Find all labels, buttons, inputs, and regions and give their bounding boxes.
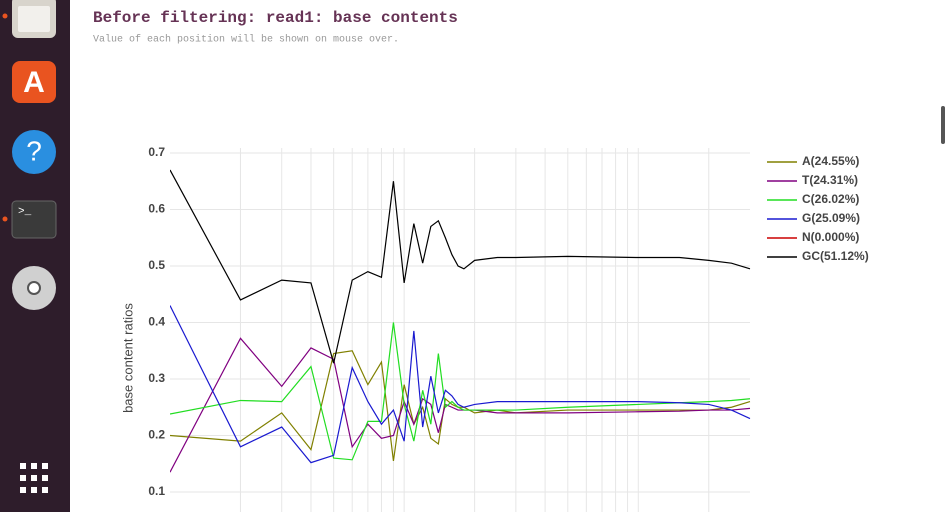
- series-line: [170, 350, 751, 462]
- legend-label: C(26.02%): [802, 192, 859, 206]
- y-tick-label: 0.6: [148, 202, 165, 216]
- section-subtitle: Value of each position will be shown on …: [93, 34, 399, 46]
- apps-grid[interactable]: [20, 463, 48, 493]
- legend-label: G(25.09%): [802, 211, 860, 225]
- legend-label: A(24.55%): [802, 154, 859, 168]
- legend-label: GC(51.12%): [802, 249, 869, 263]
- terminal-icon[interactable]: >_: [11, 200, 57, 239]
- legend-label: N(0.000%): [802, 230, 859, 244]
- series-line: [170, 322, 751, 461]
- svg-text:A: A: [23, 66, 45, 99]
- y-tick-label: 0.3: [148, 371, 165, 385]
- disc-icon[interactable]: [12, 266, 56, 310]
- plot-area: [170, 148, 751, 512]
- series-line: [170, 305, 751, 464]
- running-dot: [2, 13, 8, 19]
- svg-text:?: ?: [26, 135, 42, 166]
- series-line: [170, 169, 751, 364]
- section-title: Before filtering: read1: base contents: [93, 9, 458, 27]
- running-dot: [2, 216, 8, 222]
- legend-label: T(24.31%): [802, 173, 858, 187]
- svg-text:>_: >_: [18, 206, 32, 218]
- software-icon[interactable]: A: [12, 61, 56, 103]
- scrollbar[interactable]: [941, 106, 945, 144]
- axes: 0.1 0.2 0.3 0.4 0.5 0.6 0.7: [148, 145, 165, 498]
- y-tick-label: 0.4: [148, 315, 165, 329]
- files-icon[interactable]: [12, 0, 56, 38]
- help-icon[interactable]: ?: [12, 130, 56, 174]
- y-tick-label: 0.5: [148, 258, 165, 272]
- y-tick-label: 0.7: [148, 145, 165, 159]
- legend: A(24.55%) T(24.31%) C(26.02%) G(25.09%) N(0.…: [767, 154, 869, 263]
- y-tick-label: 0.1: [148, 484, 165, 498]
- y-axis-title: base content ratios: [120, 303, 135, 413]
- series-line: [170, 337, 751, 473]
- y-tick-label: 0.2: [148, 428, 165, 442]
